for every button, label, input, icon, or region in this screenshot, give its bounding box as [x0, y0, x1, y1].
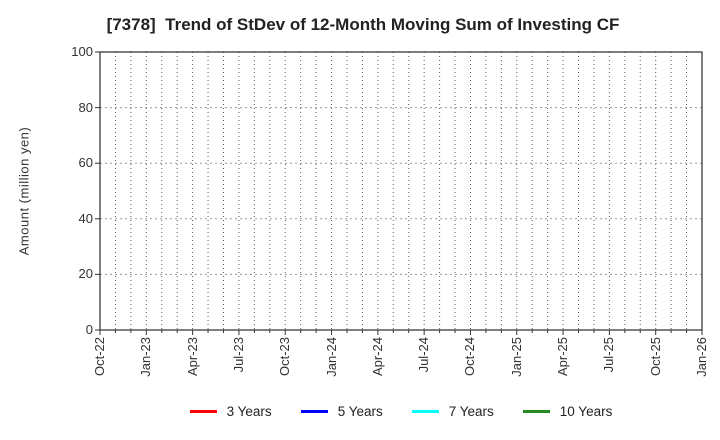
x-tick-label: Jan-26 [694, 337, 709, 377]
x-tick-label: Jan-25 [508, 337, 524, 377]
y-tick-label: 20 [78, 266, 93, 282]
y-tick-label: 100 [71, 44, 93, 59]
legend-line-swatch [411, 410, 439, 413]
y-tick-label: 0 [85, 322, 93, 337]
x-tick-label: Oct-24 [462, 337, 478, 377]
chart-title: [7378] Trend of StDev of 12-Month Moving… [106, 15, 620, 34]
x-tick-label: Jul-25 [601, 337, 617, 373]
legend-line-swatch [522, 410, 550, 413]
legend-label: 3 Years [226, 404, 272, 419]
legend-line-swatch [300, 410, 328, 413]
legend-item: 7 Years [411, 404, 494, 419]
legend-label: 5 Years [337, 404, 383, 419]
x-tick-label: Oct-25 [647, 337, 663, 377]
x-tick-label: Jan-23 [138, 337, 154, 377]
x-tick-label: Apr-24 [369, 337, 385, 377]
x-tick-label: Jan-24 [323, 337, 339, 377]
y-tick-label: 80 [78, 99, 93, 115]
legend-label: 10 Years [559, 404, 613, 419]
x-tick-label: Jul-23 [230, 337, 246, 373]
legend-item: 5 Years [300, 404, 383, 419]
legend-label: 7 Years [448, 404, 494, 419]
y-tick-label: 40 [78, 210, 93, 226]
y-tick-label: 60 [78, 155, 93, 171]
x-tick-label: Apr-25 [555, 337, 571, 377]
legend-item: 10 Years [522, 404, 613, 419]
legend-item: 3 Years [189, 404, 272, 419]
legend: 3 Years 5 Years 7 Years 10 Years [100, 403, 702, 420]
x-tick-label: Oct-23 [277, 337, 293, 377]
x-tick-label: Jul-24 [416, 337, 432, 373]
x-tick-label: Apr-23 [184, 337, 200, 377]
axes-frame [99, 51, 703, 331]
x-tick-label: Oct-22 [92, 337, 107, 377]
legend-line-swatch [189, 410, 217, 413]
